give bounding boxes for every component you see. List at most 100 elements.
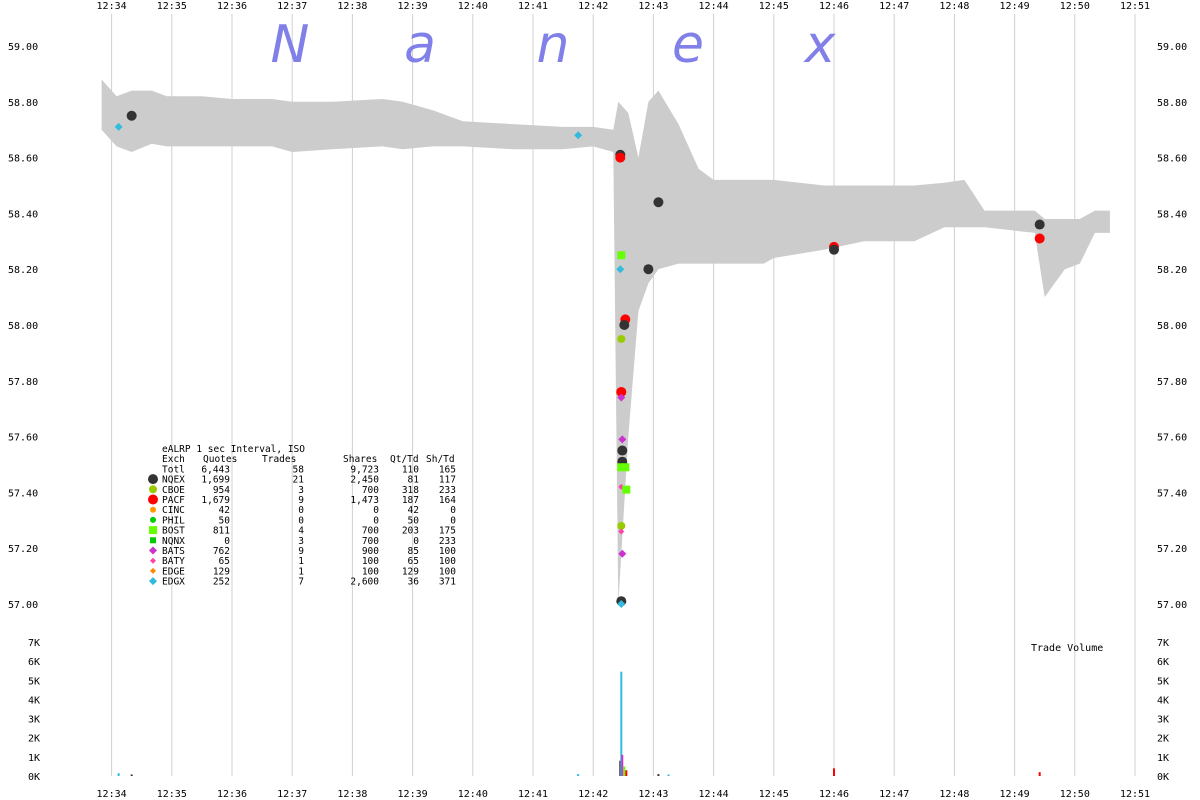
time-tick-top: 12:42 (578, 1, 608, 12)
volume-axis-label: Trade Volume (1031, 643, 1103, 654)
trade-marker-bost (622, 485, 631, 494)
legend-cell: 700 (362, 485, 379, 496)
legend-cell: 100 (439, 556, 456, 567)
legend-cell: PHIL (162, 515, 185, 526)
time-tick-top: 12:38 (337, 1, 367, 12)
trade-marker-nqex (1034, 219, 1045, 230)
price-tick-right: 57.40 (1157, 488, 1187, 499)
trade-marker-bats (618, 549, 627, 558)
time-tick-bottom: 12:41 (518, 789, 548, 800)
legend-cell: 7 (298, 577, 304, 588)
price-tick-left: 58.40 (8, 209, 38, 220)
price-tick-right: 57.80 (1157, 377, 1187, 388)
legend-cell: 1 (298, 566, 304, 577)
price-tick-right: 58.20 (1157, 265, 1187, 276)
legend-swatch-nqnx (150, 537, 156, 544)
volume-tick-left: 7K (28, 638, 40, 649)
time-tick-bottom: 12:49 (1000, 789, 1030, 800)
legend-cell: 700 (362, 526, 379, 537)
time-tick-bottom: 12:42 (578, 789, 608, 800)
price-tick-left: 58.80 (8, 98, 38, 109)
legend-cell: 1 (298, 556, 304, 567)
volume-bars (117, 671, 1041, 776)
legend-total-cell: 110 (402, 464, 419, 475)
legend-cell: EDGX (162, 577, 185, 588)
volume-tick-left: 0K (28, 772, 40, 783)
volume-bar (619, 760, 622, 776)
legend-cell: 129 (213, 566, 230, 577)
legend-header: Shares (343, 454, 377, 465)
legend-cell: 42 (408, 505, 419, 516)
bbo-band-area (101, 79, 1110, 604)
trade-marker-bost (617, 463, 626, 472)
volume-tick-left: 4K (28, 695, 40, 706)
trade-marker-nqex (126, 110, 137, 121)
price-tick-left: 57.40 (8, 488, 38, 499)
time-tick-top: 12:50 (1060, 1, 1090, 12)
volume-bar (130, 774, 133, 776)
legend-swatch-pacf (148, 494, 158, 505)
trade-marker-bost (621, 463, 630, 472)
legend-cell: BATY (162, 556, 185, 567)
legend-cell: 65 (219, 556, 230, 567)
legend-cell: 164 (439, 495, 456, 506)
legend-cell: 36 (408, 577, 420, 588)
legend-cell: 2,450 (350, 475, 379, 486)
trade-marker-nqex (829, 244, 839, 255)
bbo-band (101, 79, 1110, 604)
legend-cell: 50 (219, 515, 231, 526)
price-tick-left: 57.80 (8, 377, 38, 388)
legend-cell: 187 (402, 495, 419, 506)
legend-total-cell: 165 (439, 464, 456, 475)
legend-cell: NQEX (162, 475, 185, 486)
legend-cell: 954 (213, 485, 230, 496)
legend-swatch-nqex (148, 474, 158, 485)
time-tick-bottom: 12:44 (699, 789, 729, 800)
trade-marker-nqex (643, 264, 654, 275)
time-tick-bottom: 12:35 (157, 789, 187, 800)
legend-total-cell: Totl (162, 464, 185, 475)
time-tick-bottom: 12:38 (337, 789, 367, 800)
time-tick-top: 12:41 (518, 1, 548, 12)
legend-cell: 0 (413, 536, 419, 547)
legend-cell: 1,699 (201, 475, 230, 486)
time-tick-bottom: 12:46 (819, 789, 849, 800)
trade-marker-pacf (1034, 233, 1045, 244)
time-tick-top: 12:51 (1120, 1, 1150, 12)
legend-cell: 371 (439, 577, 456, 588)
watermark-letter: x (803, 15, 837, 75)
price-tick-left: 57.20 (8, 544, 38, 555)
legend-cell: 3 (298, 485, 304, 496)
legend-header: Trades (262, 454, 296, 465)
legend-swatch-edgx (149, 577, 157, 586)
time-tick-top: 12:36 (217, 1, 247, 12)
volume-bar (623, 766, 626, 776)
trade-marker-baty (618, 528, 625, 535)
legend-cell: 129 (402, 566, 419, 577)
price-tick-left: 59.00 (8, 42, 38, 53)
legend-header: Qt/Td (390, 454, 419, 465)
legend-cell: BATS (162, 546, 185, 557)
legend-title: eALRP 1 sec Interval, ISO (162, 444, 305, 455)
time-tick-top: 12:34 (97, 1, 127, 12)
legend-cell: 1,473 (350, 495, 379, 506)
legend-swatch-phil (150, 516, 156, 523)
axis-labels: 12:34 12:34 12:35 12:35 12:36 12:36 12:37 12:37… (8, 1, 1187, 800)
time-tick-bottom: 12:47 (879, 789, 909, 800)
price-tick-left: 58.20 (8, 265, 38, 276)
volume-bar (1038, 772, 1041, 776)
time-tick-bottom: 12:48 (939, 789, 969, 800)
legend-swatch-baty (150, 557, 156, 564)
price-tick-left: 58.60 (8, 154, 38, 165)
legend-cell: 0 (373, 515, 379, 526)
time-tick-bottom: 12:39 (398, 789, 428, 800)
time-tick-top: 12:45 (759, 1, 789, 12)
legend-cell: CBOE (162, 485, 185, 496)
legend-cell: 1,679 (201, 495, 230, 506)
volume-tick-right: 2K (1157, 734, 1169, 745)
volume-bar (117, 773, 120, 776)
time-tick-bottom: 12:51 (1120, 789, 1150, 800)
trade-marker-cboe (617, 521, 626, 530)
price-tick-right: 57.20 (1157, 544, 1187, 555)
